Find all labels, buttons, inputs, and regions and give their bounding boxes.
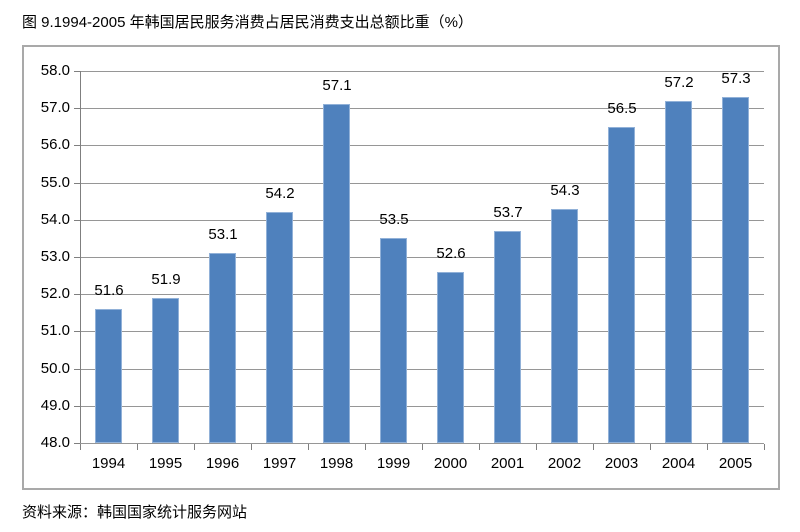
bar bbox=[152, 298, 179, 443]
bar-value-label: 53.5 bbox=[379, 211, 409, 228]
bar-value-label: 51.6 bbox=[94, 282, 124, 299]
plot-area: 48.0 49.0 50.0 51.0 52.0 53.0 54.0 55.0 56.0 57.0… bbox=[24, 47, 778, 488]
y-axis-tick bbox=[74, 443, 80, 444]
x-tick-label: 2005 bbox=[718, 455, 753, 472]
x-axis-tick bbox=[251, 444, 252, 450]
x-tick-label: 2001 bbox=[490, 455, 525, 472]
bar-value-label: 57.3 bbox=[721, 70, 751, 87]
x-tick-label: 1998 bbox=[319, 455, 354, 472]
bar-value-label: 53.7 bbox=[493, 204, 523, 221]
gridline bbox=[80, 145, 764, 146]
y-axis-tick bbox=[74, 331, 80, 332]
bar-value-label: 56.5 bbox=[607, 100, 637, 117]
bar-value-label: 51.9 bbox=[151, 271, 181, 288]
chart-title: 图 9.1994-2005 年韩国居民服务消费占居民消费支出总额比重（%） bbox=[22, 14, 473, 31]
y-tick-label: 49.0 bbox=[40, 397, 70, 414]
y-tick-label: 48.0 bbox=[40, 434, 70, 451]
gridline bbox=[80, 71, 764, 72]
y-axis-tick bbox=[74, 257, 80, 258]
x-tick-label: 1999 bbox=[376, 455, 411, 472]
bar bbox=[608, 127, 635, 443]
x-axis-tick bbox=[308, 444, 309, 450]
source-note: 资料来源：韩国国家统计服务网站 bbox=[22, 504, 248, 521]
bar bbox=[209, 253, 236, 443]
gridline bbox=[80, 369, 764, 370]
x-axis-tick bbox=[137, 444, 138, 450]
y-axis-tick bbox=[74, 145, 80, 146]
y-axis-tick bbox=[74, 406, 80, 407]
bar-value-label: 57.1 bbox=[322, 77, 352, 94]
bar-value-label: 53.1 bbox=[208, 226, 238, 243]
x-axis-tick bbox=[365, 444, 366, 450]
bar-value-label: 54.3 bbox=[550, 182, 580, 199]
x-axis-tick bbox=[422, 444, 423, 450]
y-tick-label: 52.0 bbox=[40, 285, 70, 302]
chart-box: 48.0 49.0 50.0 51.0 52.0 53.0 54.0 55.0 56.0 57.0… bbox=[22, 45, 780, 490]
x-axis-tick bbox=[194, 444, 195, 450]
x-tick-label: 1994 bbox=[91, 455, 126, 472]
bar-value-label: 52.6 bbox=[436, 245, 466, 262]
bar bbox=[380, 238, 407, 443]
bar bbox=[95, 309, 122, 443]
y-tick-label: 54.0 bbox=[40, 211, 70, 228]
x-axis-tick bbox=[707, 444, 708, 450]
x-axis-tick bbox=[80, 444, 81, 450]
gridline bbox=[80, 220, 764, 221]
y-tick-label: 55.0 bbox=[40, 174, 70, 191]
x-axis-tick bbox=[764, 444, 765, 450]
y-tick-label: 57.0 bbox=[40, 99, 70, 116]
gridline bbox=[80, 406, 764, 407]
y-axis-tick bbox=[74, 183, 80, 184]
x-tick-label: 2004 bbox=[661, 455, 696, 472]
gridline bbox=[80, 294, 764, 295]
gridline bbox=[80, 183, 764, 184]
y-tick-label: 53.0 bbox=[40, 248, 70, 265]
bar-value-label: 54.2 bbox=[265, 185, 295, 202]
bar bbox=[323, 104, 350, 443]
x-axis-tick bbox=[593, 444, 594, 450]
x-axis-tick bbox=[479, 444, 480, 450]
x-tick-label: 2003 bbox=[604, 455, 639, 472]
gridline bbox=[80, 443, 764, 444]
bar bbox=[551, 209, 578, 443]
x-tick-label: 1995 bbox=[148, 455, 183, 472]
y-axis-tick bbox=[74, 108, 80, 109]
x-tick-label: 1997 bbox=[262, 455, 297, 472]
x-tick-label: 2000 bbox=[433, 455, 468, 472]
y-axis-tick bbox=[74, 71, 80, 72]
y-tick-label: 51.0 bbox=[40, 322, 70, 339]
bar bbox=[266, 212, 293, 443]
x-tick-label: 2002 bbox=[547, 455, 582, 472]
bar bbox=[722, 97, 749, 443]
bar bbox=[665, 101, 692, 443]
gridline bbox=[80, 331, 764, 332]
x-tick-label: 1996 bbox=[205, 455, 240, 472]
y-axis-tick bbox=[74, 294, 80, 295]
y-axis-line bbox=[80, 71, 81, 443]
x-axis-tick bbox=[536, 444, 537, 450]
y-tick-label: 50.0 bbox=[40, 360, 70, 377]
y-tick-label: 56.0 bbox=[40, 136, 70, 153]
bar-value-label: 57.2 bbox=[664, 74, 694, 91]
bar bbox=[437, 272, 464, 443]
y-axis-tick bbox=[74, 220, 80, 221]
x-axis-tick bbox=[650, 444, 651, 450]
gridline bbox=[80, 108, 764, 109]
bar bbox=[494, 231, 521, 443]
y-axis-tick bbox=[74, 369, 80, 370]
gridline bbox=[80, 257, 764, 258]
y-tick-label: 58.0 bbox=[40, 62, 70, 79]
